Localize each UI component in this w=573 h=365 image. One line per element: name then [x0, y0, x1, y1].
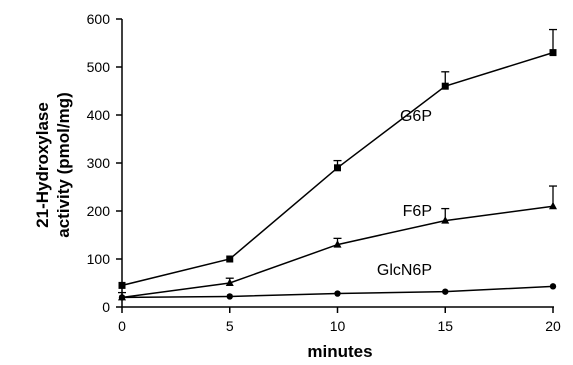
- series-g6p: [118, 28, 557, 289]
- data-point-glcn6p: [226, 293, 233, 300]
- y-tick-label: 0: [102, 299, 110, 315]
- x-tick-label: 0: [118, 318, 126, 334]
- series-glcn6p: [118, 283, 557, 301]
- data-point-g6p: [441, 82, 449, 90]
- x-tick-label: 15: [437, 318, 453, 334]
- data-point-f6p: [441, 216, 450, 224]
- x-axis-title: minutes: [307, 342, 372, 361]
- series-label-glcn6p: GlcN6P: [377, 262, 432, 279]
- data-point-g6p: [334, 164, 341, 172]
- x-tick-label: 5: [226, 318, 234, 334]
- y-axis-title-line-1: 21-Hydroxylase: [33, 102, 52, 228]
- data-point-g6p: [118, 281, 126, 289]
- data-point-f6p: [225, 278, 234, 286]
- y-tick-label: 100: [87, 251, 111, 267]
- data-point-f6p: [333, 240, 342, 248]
- x-ticks: 0 5 10 15 20: [118, 307, 561, 334]
- data-point-glcn6p: [118, 294, 126, 301]
- y-tick-label: 500: [87, 59, 111, 75]
- data-point-glcn6p: [334, 290, 341, 297]
- series-layer: [118, 28, 557, 301]
- y-axis-title-line-2: activity (pmol/mg): [54, 92, 73, 237]
- y-ticks: 0 100 200 300 400 500 600: [87, 11, 122, 315]
- data-point-g6p: [549, 49, 557, 57]
- y-tick-label: 200: [87, 203, 111, 219]
- series-line-f6p: [121, 205, 554, 299]
- y-tick-label: 600: [87, 11, 111, 27]
- data-point-g6p: [226, 255, 234, 263]
- data-point-glcn6p: [549, 283, 557, 290]
- labels-layer: G6P F6P GlcN6P: [377, 108, 432, 279]
- data-point-f6p: [549, 201, 557, 210]
- y-tick-label: 400: [87, 107, 111, 123]
- x-tick-label: 20: [545, 318, 561, 334]
- error-bar-g6p: [549, 28, 557, 53]
- series-label-g6p: G6P: [400, 108, 432, 125]
- y-tick-label: 300: [87, 155, 111, 171]
- x-tick-label: 10: [330, 318, 346, 334]
- series-label-f6p: F6P: [403, 203, 432, 220]
- data-point-glcn6p: [442, 288, 449, 295]
- series-f6p: [118, 185, 557, 301]
